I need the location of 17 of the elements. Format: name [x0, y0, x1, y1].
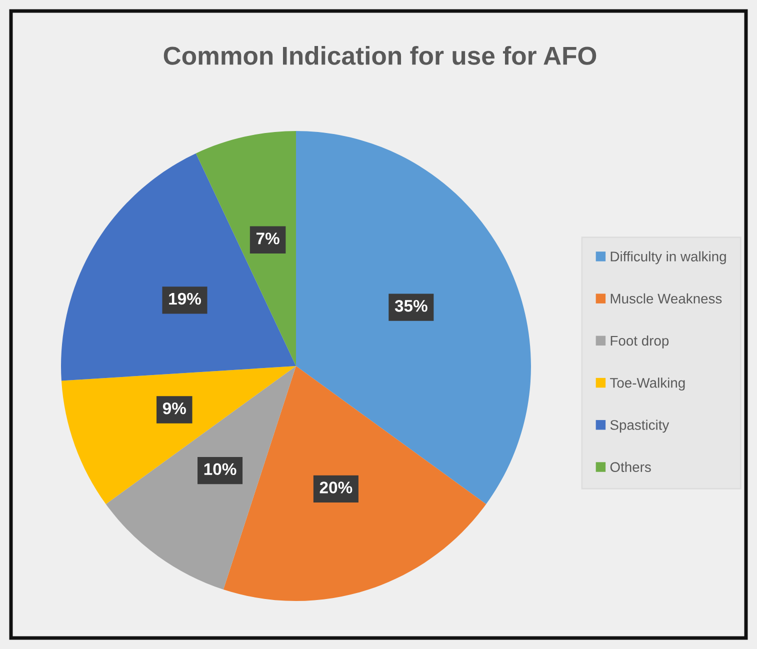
- pie-slice: [61, 366, 296, 504]
- data-label: 10%: [204, 463, 236, 476]
- legend-label: Spasticity: [610, 420, 670, 433]
- legend-label: Muscle Weakness: [610, 293, 722, 304]
- data-label: 35%: [394, 300, 428, 312]
- data-label: 19%: [169, 292, 201, 305]
- legend-label: Difficulty in walking: [610, 251, 726, 264]
- data-label: 9%: [162, 402, 186, 414]
- data-label: 20%: [320, 482, 352, 494]
- legend-label: Foot drop: [610, 335, 669, 348]
- chart-title: Common Indication for use for AFO: [164, 46, 596, 65]
- pie-slice: [296, 131, 531, 504]
- legend-label: Others: [610, 462, 651, 472]
- pie-slice: [106, 366, 296, 590]
- data-label: 7%: [256, 232, 280, 244]
- legend-label: Toe-Walking: [610, 378, 685, 391]
- pie-slice: [61, 153, 296, 381]
